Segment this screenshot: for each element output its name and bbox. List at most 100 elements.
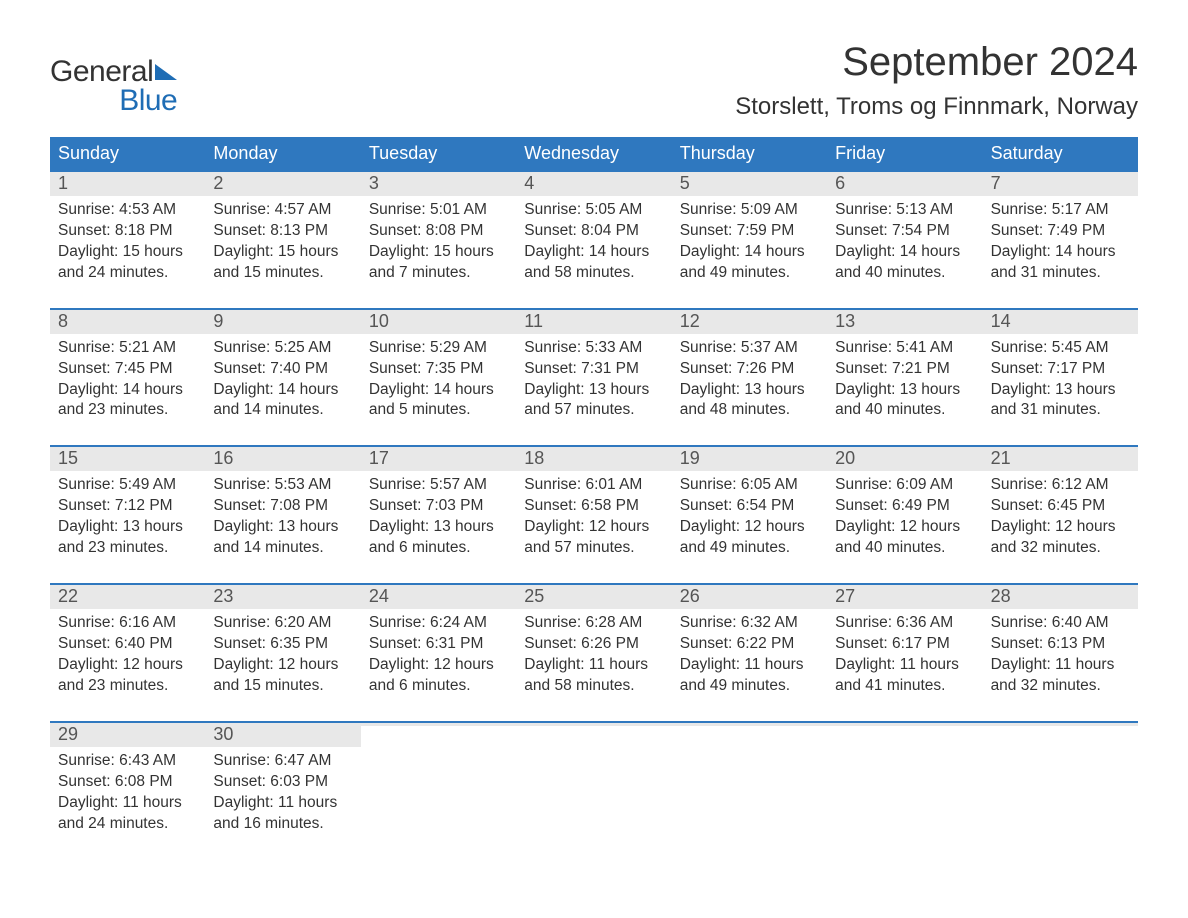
day-number: 29 (58, 724, 78, 744)
sunrise-line: Sunrise: 6:24 AM (369, 613, 508, 634)
calendar-cell: 30Sunrise: 6:47 AMSunset: 6:03 PMDayligh… (205, 723, 360, 841)
sunrise-line: Sunrise: 6:47 AM (213, 751, 352, 772)
calendar-cell: 5Sunrise: 5:09 AMSunset: 7:59 PMDaylight… (672, 172, 827, 290)
daylight-line-1: Daylight: 15 hours (369, 242, 508, 263)
calendar-cell (672, 723, 827, 841)
daylight-line-1: Daylight: 15 hours (213, 242, 352, 263)
sunset-line: Sunset: 6:03 PM (213, 772, 352, 793)
sunrise-line: Sunrise: 5:49 AM (58, 475, 197, 496)
daynum-row: 17 (361, 447, 516, 471)
day-number: 17 (369, 448, 389, 468)
day-number: 11 (524, 311, 543, 331)
daylight-line-1: Daylight: 11 hours (991, 655, 1130, 676)
dayname: Friday (827, 137, 982, 170)
sunrise-line: Sunrise: 6:16 AM (58, 613, 197, 634)
calendar-cell (827, 723, 982, 841)
sunset-line: Sunset: 7:31 PM (524, 359, 663, 380)
daylight-line-2: and 49 minutes. (680, 676, 819, 697)
calendar-cell: 22Sunrise: 6:16 AMSunset: 6:40 PMDayligh… (50, 585, 205, 703)
daylight-line-1: Daylight: 12 hours (58, 655, 197, 676)
daylight-line-2: and 6 minutes. (369, 538, 508, 559)
day-number: 16 (213, 448, 233, 468)
day-number: 19 (680, 448, 700, 468)
calendar-cell: 20Sunrise: 6:09 AMSunset: 6:49 PMDayligh… (827, 447, 982, 565)
daynum-row (516, 723, 671, 726)
calendar-cell: 24 Sunrise: 6:24 AMSunset: 6:31 PMDayligh… (361, 585, 516, 703)
calendar-cell: 28Sunrise: 6:40 AMSunset: 6:13 PMDayligh… (983, 585, 1138, 703)
month-title: September 2024 (735, 40, 1138, 85)
title-block: September 2024 Storslett, Troms og Finnm… (735, 40, 1138, 121)
daynum-row (672, 723, 827, 726)
sunset-line: Sunset: 7:08 PM (213, 496, 352, 517)
sunset-line: Sunset: 7:17 PM (991, 359, 1130, 380)
sunrise-line: Sunrise: 5:29 AM (369, 338, 508, 359)
daylight-line-2: and 31 minutes. (991, 400, 1130, 421)
calendar-cell: 19Sunrise: 6:05 AMSunset: 6:54 PMDayligh… (672, 447, 827, 565)
daylight-line-1: Daylight: 13 hours (524, 380, 663, 401)
sunset-line: Sunset: 6:31 PM (369, 634, 508, 655)
calendar-cell: 23Sunrise: 6:20 AMSunset: 6:35 PMDayligh… (205, 585, 360, 703)
dayname: Sunday (50, 137, 205, 170)
calendar-cell: 8Sunrise: 5:21 AMSunset: 7:45 PMDaylight… (50, 310, 205, 428)
daylight-line-1: Daylight: 12 hours (524, 517, 663, 538)
sunrise-line: Sunrise: 6:43 AM (58, 751, 197, 772)
daynum-row: 5 (672, 172, 827, 196)
day-number: 28 (991, 586, 1011, 606)
day-number: 1 (58, 173, 68, 193)
daylight-line-1: Daylight: 11 hours (58, 793, 197, 814)
sunrise-line: Sunrise: 5:09 AM (680, 200, 819, 221)
sunset-line: Sunset: 7:49 PM (991, 221, 1130, 242)
daylight-line-2: and 15 minutes. (213, 676, 352, 697)
sunset-line: Sunset: 7:45 PM (58, 359, 197, 380)
daynum-row: 11 (516, 310, 671, 334)
calendar-cell: 21Sunrise: 6:12 AMSunset: 6:45 PMDayligh… (983, 447, 1138, 565)
sunset-line: Sunset: 6:40 PM (58, 634, 197, 655)
sunrise-line: Sunrise: 5:53 AM (213, 475, 352, 496)
daylight-line-2: and 40 minutes. (835, 400, 974, 421)
daylight-line-2: and 14 minutes. (213, 400, 352, 421)
dayname: Tuesday (361, 137, 516, 170)
daylight-line-2: and 57 minutes. (524, 538, 663, 559)
sunrise-line: Sunrise: 5:05 AM (524, 200, 663, 221)
daylight-line-1: Daylight: 12 hours (369, 655, 508, 676)
header: General Blue September 2024 Storslett, T… (50, 40, 1138, 121)
day-number: 4 (524, 173, 534, 193)
daynum-row: 30 (205, 723, 360, 747)
day-number: 12 (680, 311, 700, 331)
daynum-row: 29 (50, 723, 205, 747)
daylight-line-1: Daylight: 13 hours (213, 517, 352, 538)
daynum-row: 7 (983, 172, 1138, 196)
daylight-line-1: Daylight: 13 hours (835, 380, 974, 401)
sunset-line: Sunset: 6:13 PM (991, 634, 1130, 655)
daynum-row: 8 (50, 310, 205, 334)
daynum-row: 24 (361, 585, 516, 609)
calendar-cell: 3Sunrise: 5:01 AMSunset: 8:08 PMDaylight… (361, 172, 516, 290)
sunrise-line: Sunrise: 6:01 AM (524, 475, 663, 496)
daynum-row (983, 723, 1138, 726)
day-number: 13 (835, 311, 855, 331)
daylight-line-2: and 7 minutes. (369, 263, 508, 284)
daylight-line-2: and 24 minutes. (58, 263, 197, 284)
daynum-row: 4 (516, 172, 671, 196)
daynum-row: 21 (983, 447, 1138, 471)
daylight-line-1: Daylight: 14 hours (369, 380, 508, 401)
sunrise-line: Sunrise: 6:05 AM (680, 475, 819, 496)
day-number: 25 (524, 586, 544, 606)
daynum-row: 6 (827, 172, 982, 196)
sunrise-line: Sunrise: 5:21 AM (58, 338, 197, 359)
daynum-row (361, 723, 516, 726)
dayname-row: SundayMondayTuesdayWednesdayThursdayFrid… (50, 137, 1138, 170)
daynum-row: 26 (672, 585, 827, 609)
sunrise-line: Sunrise: 6:09 AM (835, 475, 974, 496)
daynum-row: 9 (205, 310, 360, 334)
daylight-line-1: Daylight: 14 hours (835, 242, 974, 263)
daynum-row: 27 (827, 585, 982, 609)
calendar-cell (983, 723, 1138, 841)
day-number: 8 (58, 311, 68, 331)
daylight-line-1: Daylight: 12 hours (680, 517, 819, 538)
sunrise-line: Sunrise: 6:32 AM (680, 613, 819, 634)
day-number: 7 (991, 173, 1001, 193)
sunrise-line: Sunrise: 5:41 AM (835, 338, 974, 359)
sunset-line: Sunset: 8:08 PM (369, 221, 508, 242)
dayname: Saturday (983, 137, 1138, 170)
